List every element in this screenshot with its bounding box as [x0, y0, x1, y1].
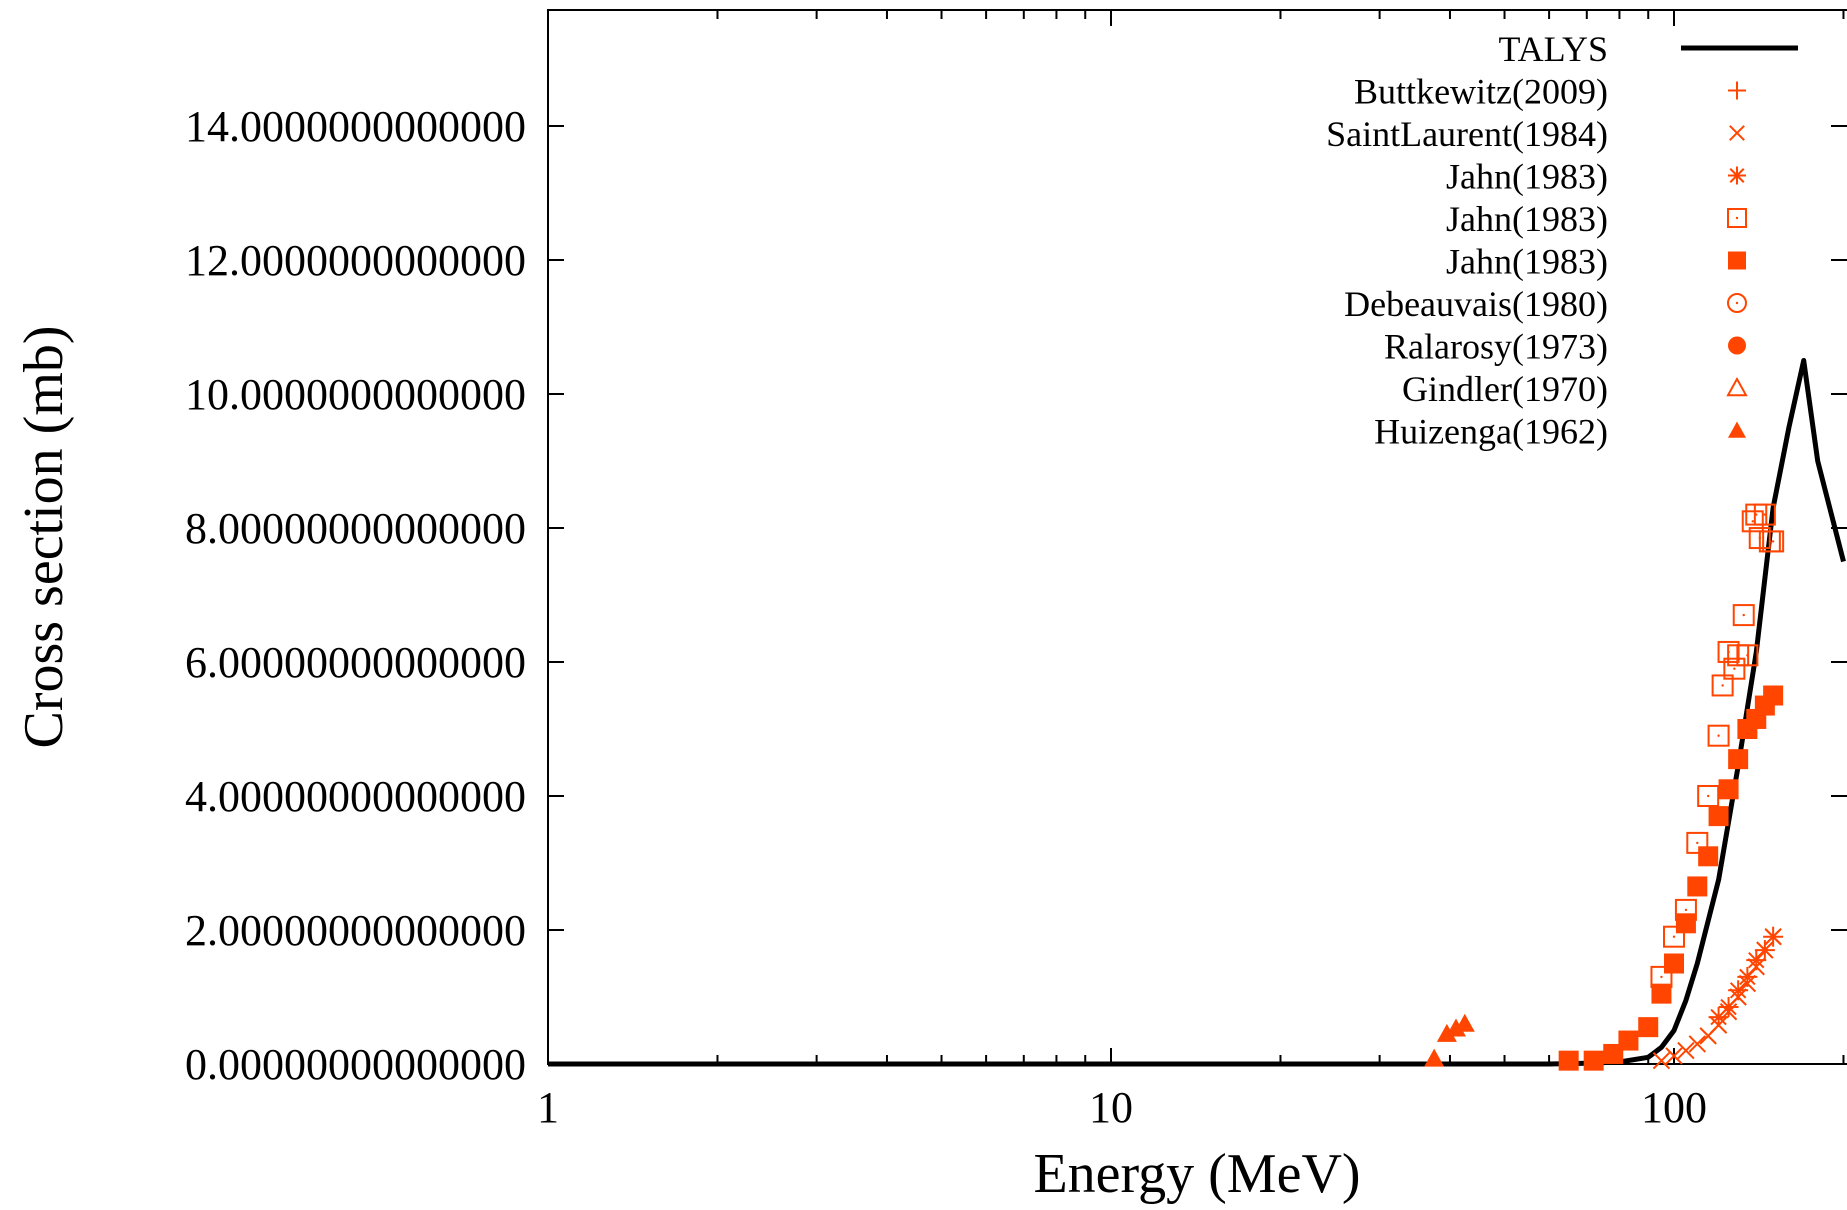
data-point: [1603, 1043, 1624, 1064]
x-tick-label: 100: [1641, 1083, 1707, 1132]
legend-label: TALYS: [1498, 29, 1608, 69]
y-axis-title: Cross section (mb): [13, 325, 75, 748]
legend-entry: Debeauvais(1980): [1344, 284, 1747, 324]
data-point: [1708, 1007, 1729, 1028]
series-jahn-1983-star: [1708, 926, 1784, 1028]
data-point: [1737, 966, 1758, 987]
legend-marker: [1727, 208, 1747, 228]
data-point: [1741, 510, 1764, 533]
data-point: [1436, 1023, 1457, 1042]
data-point: [1763, 685, 1784, 706]
data-point: [1558, 1050, 1579, 1071]
data-point: [1664, 953, 1684, 974]
data-point: [1638, 1017, 1659, 1038]
legend-entry: TALYS: [1498, 29, 1798, 69]
data-point: [1652, 1051, 1671, 1070]
legend-label: SaintLaurent(1984): [1326, 114, 1608, 154]
legend-marker: [1728, 166, 1746, 185]
y-tick-label: 10.0000000000000: [185, 370, 526, 419]
data-point: [1723, 657, 1746, 680]
y-tick-label: 12.0000000000000: [185, 236, 526, 285]
legend-label: Jahn(1983): [1446, 242, 1608, 282]
x-tick-label: 1: [537, 1083, 559, 1132]
legend-entry: Jahn(1983): [1446, 199, 1747, 239]
series-jahn-1983-square: [1558, 685, 1784, 1071]
legend-label: Gindler(1970): [1402, 369, 1608, 409]
legend-marker: [1727, 293, 1747, 313]
data-point: [1708, 806, 1729, 827]
data-point: [1697, 785, 1720, 807]
data-point: [1736, 644, 1759, 667]
legend: TALYSButtkewitz(2009)SaintLaurent(1984)J…: [1326, 29, 1798, 452]
data-point: [1728, 980, 1749, 1001]
data-point: [1583, 1050, 1604, 1071]
data-point: [1677, 1041, 1695, 1060]
x-axis-title: Energy (MeV): [1033, 1143, 1360, 1205]
y-tick-label: 2.00000000000000: [185, 906, 526, 955]
plot-frame: [547, 9, 1847, 1065]
data-point: [1675, 913, 1696, 934]
data-point: [1746, 950, 1767, 971]
x-tick-label: 10: [1089, 1083, 1133, 1132]
data-point: [1732, 604, 1755, 627]
legend-marker: [1729, 125, 1745, 141]
data-point: [1763, 926, 1784, 947]
data-point: [1754, 940, 1775, 961]
data-point: [1728, 749, 1749, 770]
legend-entry: Huizenga(1962): [1374, 412, 1746, 452]
y-tick-label: 14.0000000000000: [185, 102, 526, 151]
legend-label: Buttkewitz(2009): [1354, 72, 1608, 112]
y-tick-label: 0.00000000000000: [185, 1040, 526, 1089]
legend-label: Jahn(1983): [1446, 157, 1608, 197]
legend-entry: Gindler(1970): [1402, 369, 1748, 409]
legend-entry: Buttkewitz(2009): [1354, 72, 1746, 112]
data-point: [1688, 1035, 1707, 1053]
data-point: [1665, 1047, 1683, 1065]
legend-marker: [1728, 421, 1746, 438]
series-huizenga-1962-triangle: [1424, 1013, 1475, 1067]
data-point: [1711, 674, 1734, 697]
series-layer: [548, 358, 1846, 1071]
data-point: [1718, 997, 1739, 1018]
series-line-talys: [548, 358, 1846, 1067]
data-point: [1445, 1018, 1466, 1037]
legend-entry: Ralarosy(1973): [1384, 327, 1746, 367]
legend-label: Huizenga(1962): [1374, 412, 1608, 452]
legend-marker: [1728, 251, 1746, 270]
legend-entry: Jahn(1983): [1446, 157, 1746, 197]
y-tick-label: 8.00000000000000: [185, 504, 526, 553]
axis-tick-labels: 0.00000000000000 2.00000000000000 4.000000…: [185, 102, 1707, 1132]
legend-marker: [1728, 336, 1746, 355]
y-tick-label: 4.00000000000000: [185, 772, 526, 821]
data-point: [1454, 1013, 1475, 1032]
data-point: [1718, 779, 1739, 800]
data-point: [1762, 530, 1785, 553]
legend-label: Debeauvais(1980): [1344, 284, 1608, 324]
legend-entry: SaintLaurent(1984): [1326, 114, 1745, 154]
legend-label: Jahn(1983): [1446, 199, 1608, 239]
data-point: [1753, 503, 1776, 526]
data-point: [1686, 831, 1709, 854]
data-point: [1698, 846, 1719, 867]
legend-label: Ralarosy(1973): [1384, 327, 1608, 367]
data-point: [1687, 876, 1708, 897]
legend-marker: [1728, 81, 1746, 100]
data-point: [1618, 1030, 1639, 1051]
data-point: [1663, 925, 1685, 948]
legend-entry: Jahn(1983): [1446, 242, 1746, 282]
legend-marker: [1726, 376, 1748, 397]
data-point: [1651, 983, 1672, 1004]
y-tick-label: 6.00000000000000: [185, 638, 526, 687]
data-point: [1707, 724, 1730, 747]
data-point: [1424, 1048, 1445, 1067]
axis-ticks: [547, 10, 1847, 1065]
